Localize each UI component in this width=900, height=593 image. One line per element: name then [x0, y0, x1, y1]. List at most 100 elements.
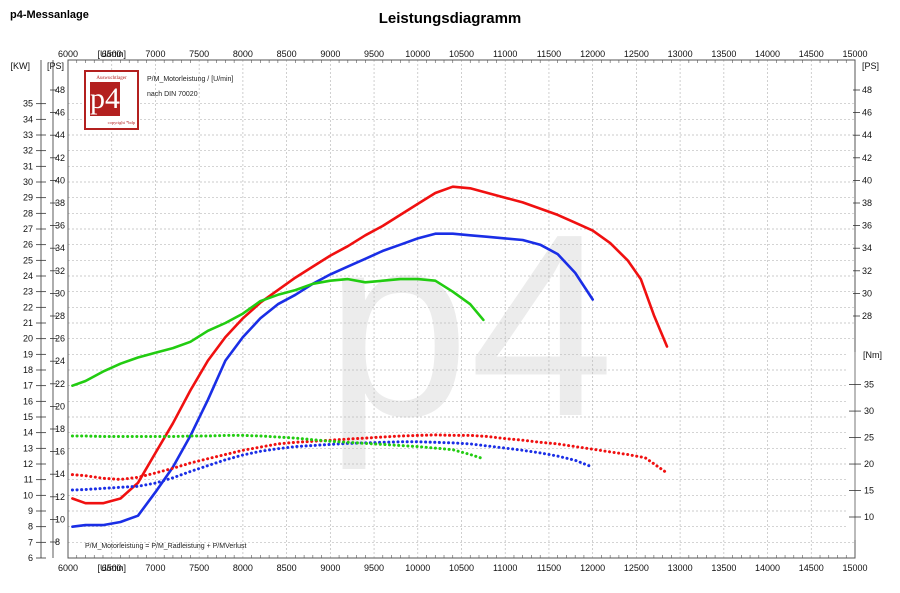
- ps-tick-label: 46: [55, 108, 65, 118]
- chart-title: Leistungsdiagramm: [378, 10, 522, 27]
- kw-tick-label: 9: [28, 506, 33, 516]
- ps-tick-label: 26: [55, 334, 65, 344]
- legend-line-2: nach DIN 70020: [147, 91, 198, 98]
- x-tick-label-bottom: 7000: [145, 563, 165, 573]
- x-tick-label-bottom: 12500: [624, 563, 649, 573]
- x-tick-label-top: 12000: [580, 49, 605, 59]
- blue-nm-dotted-curve: [70, 440, 595, 492]
- ps-tick-label: 48: [55, 85, 65, 95]
- x-unit-top: [U/min]: [97, 49, 126, 59]
- red-nm-dotted-curve: [70, 433, 669, 481]
- kw-tick-label: 22: [23, 302, 33, 312]
- kw-tick-label: 26: [23, 240, 33, 250]
- p4-logo: Auswuchtlager p4 copyright *bdp: [84, 70, 139, 130]
- ps-tick-label: 16: [55, 447, 65, 457]
- ps-right-tick-label: 36: [862, 221, 872, 231]
- ps-tick-label: 44: [55, 130, 65, 140]
- nm-tick-label: 35: [864, 380, 874, 390]
- ps-tick-label: 14: [55, 469, 65, 479]
- kw-tick-label: 34: [23, 114, 33, 124]
- kw-tick-label: 33: [23, 130, 33, 140]
- ps-tick-label: 22: [55, 379, 65, 389]
- legend-line-1: P/M_Motorleistung / [U/min]: [147, 76, 233, 83]
- x-tick-label-bottom: 13000: [668, 563, 693, 573]
- kw-tick-label: 23: [23, 287, 33, 297]
- x-tick-label-bottom: 14000: [755, 563, 780, 573]
- kw-tick-label: 14: [23, 428, 33, 438]
- nm-unit: [Nm]: [863, 350, 882, 360]
- x-tick-label-bottom: 6000: [58, 563, 78, 573]
- ps-tick-label: 12: [55, 492, 65, 502]
- kw-tick-label: 8: [28, 522, 33, 532]
- green-kw-solid-curve: [71, 277, 485, 388]
- ps-tick-label: 36: [55, 221, 65, 231]
- x-tick-label-top: 14000: [755, 49, 780, 59]
- axes: 6000 6000 6500 6500 7000 7000 7500 7500 8000 8000…: [11, 49, 892, 573]
- kw-tick-label: 15: [23, 412, 33, 422]
- x-tick-label-bottom: 14500: [799, 563, 824, 573]
- x-tick-label-bottom: 10000: [405, 563, 430, 573]
- ps-right-tick-label: 42: [862, 153, 872, 163]
- ps-tick-label: 30: [55, 288, 65, 298]
- plot-frame: [67, 59, 856, 559]
- formula-label: P/M_Motorleistung = P/M_Radleistung + P/…: [85, 543, 247, 550]
- kw-tick-label: 13: [23, 443, 33, 453]
- kw-tick-label: 25: [23, 255, 33, 265]
- x-tick-label-bottom: 8500: [277, 563, 297, 573]
- nm-tick-label: 15: [864, 486, 874, 496]
- kw-tick-label: 31: [23, 161, 33, 171]
- x-tick-label-top: 6000: [58, 49, 78, 59]
- kw-tick-label: 27: [23, 224, 33, 234]
- x-tick-label-bottom: 12000: [580, 563, 605, 573]
- logo-top-text: Auswuchtlager: [96, 76, 127, 81]
- kw-tick-label: 17: [23, 381, 33, 391]
- watermark-text: p4: [325, 181, 614, 472]
- kw-tick-label: 19: [23, 349, 33, 359]
- kw-tick-label: 29: [23, 193, 33, 203]
- ps-tick-label: 28: [55, 311, 65, 321]
- x-tick-label-bottom: 9500: [364, 563, 384, 573]
- ps-tick-label: 34: [55, 243, 65, 253]
- red-kw-solid-curve: [71, 185, 669, 505]
- x-tick-label-top: 13000: [668, 49, 693, 59]
- nm-tick-label: 30: [864, 406, 874, 416]
- ps-right-tick-label: 32: [862, 266, 872, 276]
- x-tick-label-top: 14500: [799, 49, 824, 59]
- nm-tick-label: 20: [864, 459, 874, 469]
- ps-tick-label: 20: [55, 401, 65, 411]
- ps-right-tick-label: 48: [862, 85, 872, 95]
- blue-kw-solid-curve: [71, 232, 595, 529]
- x-unit-bottom: [U/min]: [97, 563, 126, 573]
- ps-unit: [PS]: [47, 61, 64, 71]
- x-tick-label-bottom: 15000: [842, 563, 867, 573]
- x-tick-label-bottom: 6500: [102, 563, 122, 573]
- kw-tick-label: 24: [23, 271, 33, 281]
- kw-tick-label: 18: [23, 365, 33, 375]
- x-tick-label-top: 11500: [537, 49, 561, 59]
- x-tick-label-bottom: 11000: [493, 563, 517, 573]
- ps-right-tick-label: 40: [862, 175, 872, 185]
- logo-main-text: p4: [90, 82, 120, 116]
- kw-tick-label: 10: [23, 490, 33, 500]
- x-tick-label-top: 6500: [102, 49, 122, 59]
- x-tick-label-top: 9000: [320, 49, 340, 59]
- kw-tick-label: 11: [24, 475, 33, 485]
- x-tick-label-top: 12500: [624, 49, 649, 59]
- ps-tick-label: 18: [55, 424, 65, 434]
- ps-tick-label: 40: [55, 175, 65, 185]
- x-tick-label-bottom: 9000: [320, 563, 340, 573]
- x-tick-label-bottom: 8000: [233, 563, 253, 573]
- ps-tick-label: 42: [55, 153, 65, 163]
- ps-right-tick-label: 38: [862, 198, 872, 208]
- x-tick-label-top: 15000: [842, 49, 867, 59]
- kw-unit: [KW]: [11, 61, 31, 71]
- ps-right-tick-label: 34: [862, 243, 872, 253]
- x-tick-label-top: 10500: [449, 49, 474, 59]
- nm-tick-label: 10: [864, 512, 874, 522]
- p4-watermark: p4: [325, 181, 614, 472]
- kw-tick-label: 20: [23, 334, 33, 344]
- ps-right-tick-label: 44: [862, 130, 872, 140]
- x-tick-label-top: 9500: [364, 49, 384, 59]
- x-tick-label-bottom: 7500: [189, 563, 209, 573]
